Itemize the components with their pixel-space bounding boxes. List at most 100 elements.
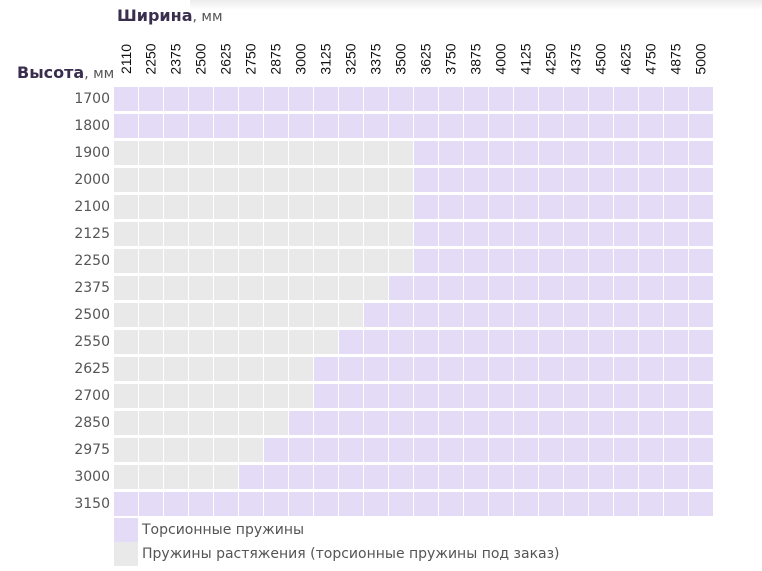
grid-cell — [614, 357, 638, 381]
grid-cell — [564, 249, 588, 273]
grid-cell — [689, 114, 713, 138]
grid-cell — [364, 114, 388, 138]
grid-cell — [164, 168, 188, 192]
grid-cell — [614, 141, 638, 165]
grid-cell — [114, 87, 138, 111]
grid-cell — [589, 195, 613, 219]
grid-cell — [389, 465, 413, 489]
grid-cell — [614, 168, 638, 192]
grid-cell — [639, 195, 663, 219]
grid-cell — [664, 411, 688, 435]
grid-cell — [164, 303, 188, 327]
grid-cell — [339, 384, 363, 408]
grid-cell — [389, 141, 413, 165]
grid-cell — [464, 87, 488, 111]
grid-cell — [639, 465, 663, 489]
grid-cell — [214, 411, 238, 435]
height-tick-label: 2375 — [74, 280, 110, 296]
grid-cell — [164, 222, 188, 246]
grid-cell — [439, 438, 463, 462]
grid-cell — [414, 141, 438, 165]
grid-cell — [689, 87, 713, 111]
grid-cell — [439, 357, 463, 381]
grid-cell — [239, 438, 263, 462]
width-tick-label: 5000 — [689, 36, 713, 81]
grid-cell — [589, 114, 613, 138]
height-tick-label: 2000 — [74, 172, 110, 188]
grid-cell — [264, 492, 288, 516]
grid-cell — [614, 87, 638, 111]
grid-cell — [214, 195, 238, 219]
grid-cell — [414, 357, 438, 381]
grid-cell — [314, 492, 338, 516]
width-tick-label: 2875 — [264, 36, 288, 81]
grid-cell — [639, 222, 663, 246]
width-tick-text: 3750 — [443, 42, 459, 75]
grid-cell — [564, 168, 588, 192]
grid-cell — [689, 195, 713, 219]
grid-cell — [314, 384, 338, 408]
grid-cell — [564, 222, 588, 246]
grid-cell — [664, 249, 688, 273]
grid-cell — [164, 492, 188, 516]
grid-cell — [489, 249, 513, 273]
grid-cell — [364, 276, 388, 300]
grid-cell — [414, 384, 438, 408]
grid-cell — [264, 303, 288, 327]
grid-cell — [514, 330, 538, 354]
grid-cell — [489, 276, 513, 300]
grid-cell — [639, 411, 663, 435]
grid-cell — [539, 222, 563, 246]
grid-cell — [314, 276, 338, 300]
grid-cell — [489, 87, 513, 111]
grid-cell — [264, 357, 288, 381]
grid-cell — [439, 222, 463, 246]
grid-cell — [514, 168, 538, 192]
grid-cell — [239, 141, 263, 165]
grid-cell — [614, 222, 638, 246]
grid-cell — [514, 384, 538, 408]
grid-cell — [589, 249, 613, 273]
grid-cell — [539, 141, 563, 165]
grid-cell — [239, 465, 263, 489]
grid-cell — [464, 276, 488, 300]
grid-cell — [289, 195, 313, 219]
grid-cell — [639, 303, 663, 327]
width-tick-label: 3000 — [289, 36, 313, 81]
grid-cell — [214, 141, 238, 165]
width-tick-label: 3375 — [364, 36, 388, 81]
grid-cell — [414, 411, 438, 435]
grid-cell — [239, 114, 263, 138]
grid-cell — [514, 438, 538, 462]
grid-cell — [264, 141, 288, 165]
grid-cell — [414, 276, 438, 300]
grid-cell — [289, 141, 313, 165]
grid-cell — [164, 384, 188, 408]
grid-cell — [164, 330, 188, 354]
width-tick-label: 4750 — [639, 36, 663, 81]
grid-cell — [364, 330, 388, 354]
grid-cell — [239, 384, 263, 408]
grid-cell — [664, 222, 688, 246]
grid-cell — [464, 330, 488, 354]
grid-cell — [364, 357, 388, 381]
grid-cell — [689, 303, 713, 327]
grid-cell — [389, 222, 413, 246]
grid-cell — [589, 438, 613, 462]
grid-cell — [614, 465, 638, 489]
grid-cell — [689, 330, 713, 354]
grid-cell — [439, 141, 463, 165]
width-tick-label: 4625 — [614, 36, 638, 81]
grid-cell — [264, 411, 288, 435]
grid-cell — [439, 465, 463, 489]
grid-cell — [264, 87, 288, 111]
grid-cell — [489, 330, 513, 354]
grid-cell — [664, 303, 688, 327]
grid-cell — [614, 438, 638, 462]
grid-cell — [139, 465, 163, 489]
grid-cell — [114, 195, 138, 219]
legend-label-torsion: Торсионные пружины — [142, 522, 305, 538]
grid-cell — [439, 114, 463, 138]
grid-cell — [439, 87, 463, 111]
grid-cell — [364, 384, 388, 408]
